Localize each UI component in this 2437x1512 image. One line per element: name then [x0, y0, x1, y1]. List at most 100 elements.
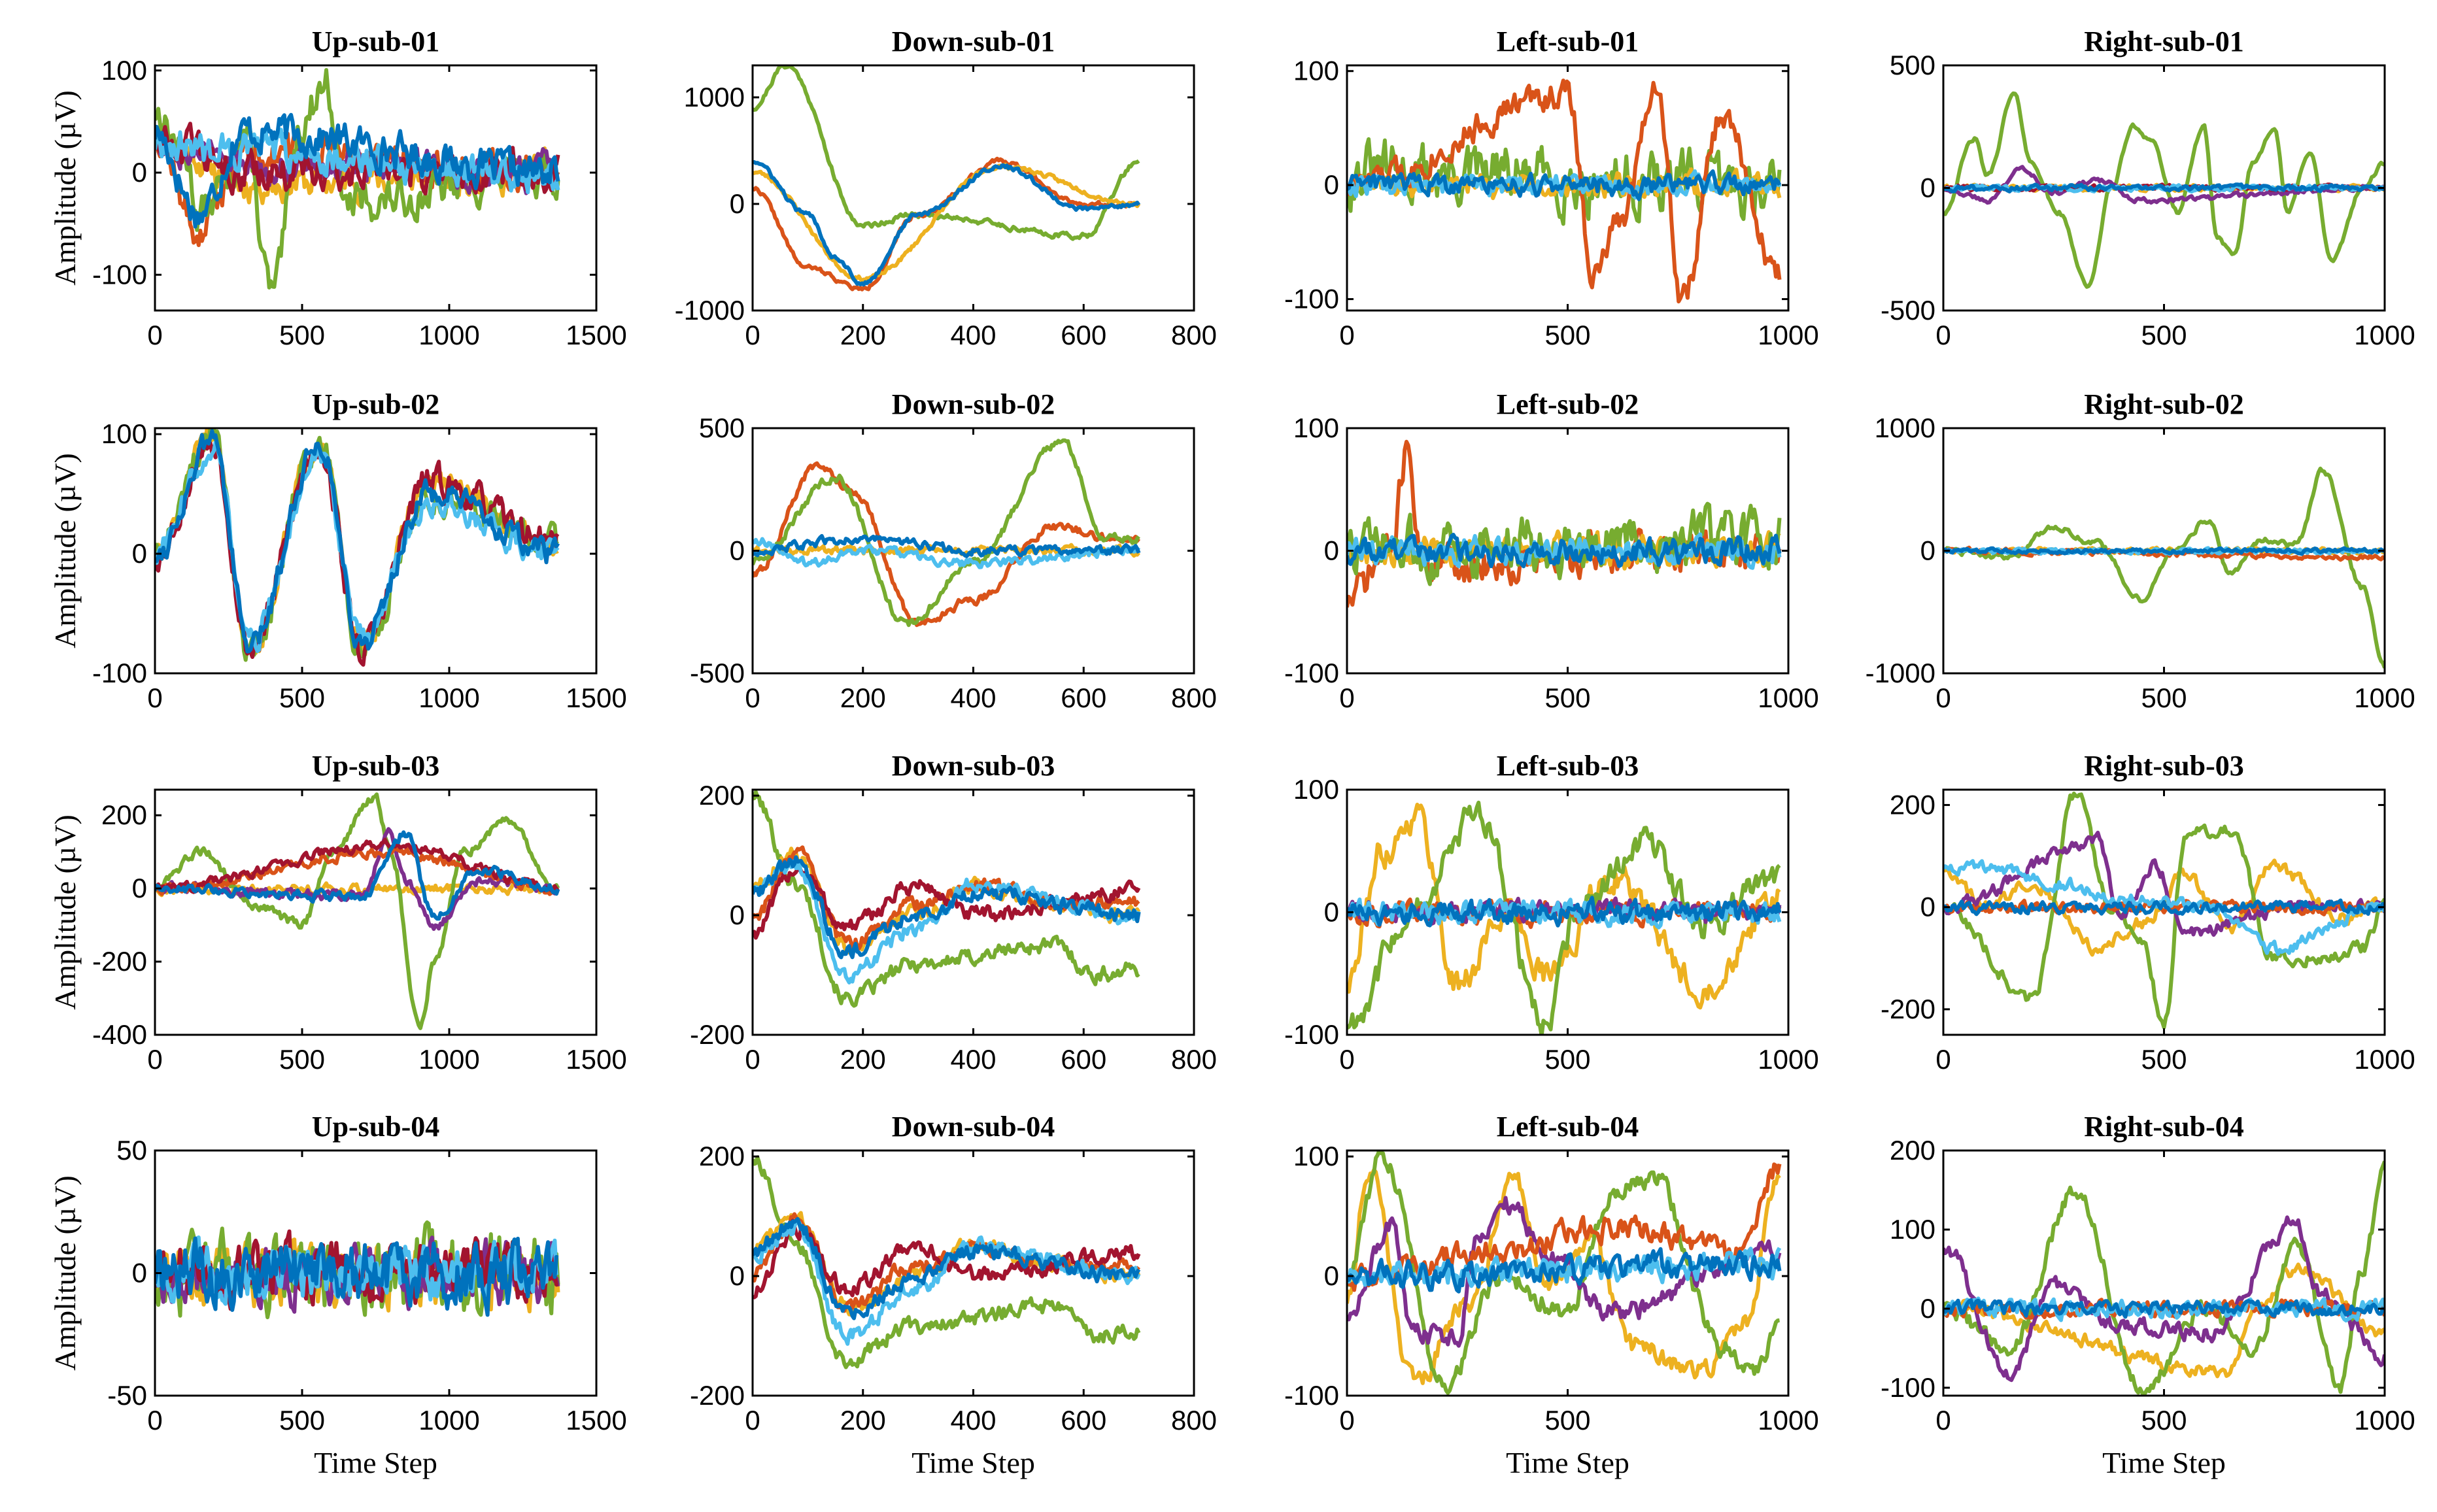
y-tick-label: 0: [132, 1258, 147, 1288]
y-axis-label: Amplitude (µV): [48, 815, 82, 1010]
x-tick-label: 200: [840, 682, 886, 713]
traces: [1943, 792, 2385, 1030]
subplot-title: Up-sub-04: [312, 1111, 440, 1143]
y-tick-label: 1000: [684, 82, 745, 112]
traces: [155, 1220, 560, 1320]
y-tick-label: 200: [101, 799, 147, 830]
y-tick-label: 200: [1890, 1135, 1935, 1166]
x-tick-label: 0: [745, 1044, 760, 1075]
x-tick-label: 600: [1061, 682, 1106, 713]
series-line-ch1: [753, 1155, 1141, 1369]
x-tick-label: 800: [1171, 682, 1217, 713]
x-tick-label: 800: [1171, 1405, 1217, 1436]
traces: [1347, 439, 1782, 608]
subplot-title: Left-sub-01: [1497, 25, 1639, 58]
x-tick-label: 0: [1339, 1044, 1354, 1075]
traces: [155, 68, 560, 290]
y-tick-label: -400: [92, 1019, 147, 1050]
series-line-ch6: [753, 855, 1141, 960]
series-line-ch6: [1347, 896, 1782, 928]
x-tick-label: 1000: [2354, 1044, 2415, 1075]
series-line-ch5: [1943, 546, 2385, 556]
y-tick-label: 100: [1890, 1214, 1935, 1245]
subplot-title: Right-sub-04: [2084, 1111, 2244, 1143]
x-tick-label: 1000: [1758, 320, 1818, 350]
x-tick-label: 500: [2141, 1405, 2187, 1436]
x-tick-label: 1000: [1758, 682, 1818, 713]
axes-frame: [154, 64, 598, 312]
traces: [1347, 800, 1782, 1035]
y-tick-label: 50: [116, 1135, 147, 1166]
subplot-title: Down-sub-02: [892, 388, 1055, 420]
x-tick-label: 500: [1544, 682, 1590, 713]
y-tick-label: -100: [1284, 658, 1339, 688]
series-line-ch2: [1943, 466, 2385, 669]
y-tick-label: 0: [730, 535, 745, 566]
x-tick-label: 0: [1935, 320, 1951, 350]
series-line-ch5: [1943, 859, 2385, 956]
series-line-ch6: [753, 1217, 1141, 1320]
traces: [1943, 1160, 2385, 1396]
x-tick-label: 0: [1935, 1044, 1951, 1075]
subplot-title: Up-sub-02: [312, 388, 440, 420]
series-line-ch2: [1943, 91, 2385, 289]
x-tick-label: 1000: [418, 320, 479, 350]
series-line-ch1: [753, 790, 1140, 1008]
x-tick-label: 500: [279, 682, 325, 713]
y-tick-label: 0: [1324, 535, 1339, 566]
y-tick-label: 0: [1920, 1293, 1935, 1324]
x-tick-label: 500: [1544, 1044, 1590, 1075]
subplot-title: Up-sub-01: [312, 25, 440, 58]
x-tick-label: 500: [2141, 1044, 2187, 1075]
x-tick-label: 600: [1061, 1405, 1106, 1436]
y-tick-label: -200: [690, 1380, 745, 1411]
traces: [1347, 78, 1782, 304]
y-tick-label: 100: [1293, 56, 1339, 86]
y-tick-label: 500: [699, 412, 745, 443]
series-line-ch6: [1943, 898, 2385, 916]
y-tick-label: 0: [730, 899, 745, 930]
y-tick-label: 200: [1890, 789, 1935, 820]
x-axis-label: Time Step: [2102, 1446, 2226, 1479]
y-tick-label: 0: [1324, 169, 1339, 200]
y-tick-label: 0: [1920, 892, 1935, 922]
x-tick-label: 0: [745, 320, 760, 350]
x-tick-label: 0: [1935, 1405, 1951, 1436]
x-tick-label: 0: [147, 682, 162, 713]
x-axis-label: Time Step: [912, 1446, 1035, 1479]
y-tick-label: -100: [1284, 284, 1339, 314]
series-line-ch2: [1943, 792, 2385, 1030]
x-tick-label: 1500: [566, 1044, 626, 1075]
x-tick-label: 0: [147, 320, 162, 350]
traces: [1347, 1151, 1782, 1395]
y-tick-label: 0: [1324, 1260, 1339, 1291]
x-tick-label: 1000: [2354, 320, 2415, 350]
y-axis-label: Amplitude (µV): [48, 90, 82, 286]
y-tick-label: 1000: [1875, 412, 1935, 443]
x-tick-label: 1000: [2354, 1405, 2415, 1436]
series-line-ch1: [753, 65, 1140, 241]
y-tick-label: 500: [1890, 50, 1935, 80]
y-tick-label: -100: [92, 259, 147, 290]
x-tick-label: 500: [279, 1405, 325, 1436]
x-tick-label: 1000: [418, 1405, 479, 1436]
x-tick-label: 0: [147, 1405, 162, 1436]
x-tick-label: 500: [1544, 1405, 1590, 1436]
x-tick-label: 0: [1339, 682, 1354, 713]
y-tick-label: 0: [730, 1260, 745, 1291]
y-tick-label: -1000: [1866, 658, 1935, 688]
y-tick-label: 100: [101, 418, 147, 449]
series-line-ch4: [753, 160, 1141, 287]
series-line-ch6: [1943, 182, 2385, 193]
x-tick-label: 800: [1171, 1044, 1217, 1075]
y-tick-label: -100: [1284, 1019, 1339, 1050]
subplot-title: Right-sub-01: [2084, 25, 2244, 58]
